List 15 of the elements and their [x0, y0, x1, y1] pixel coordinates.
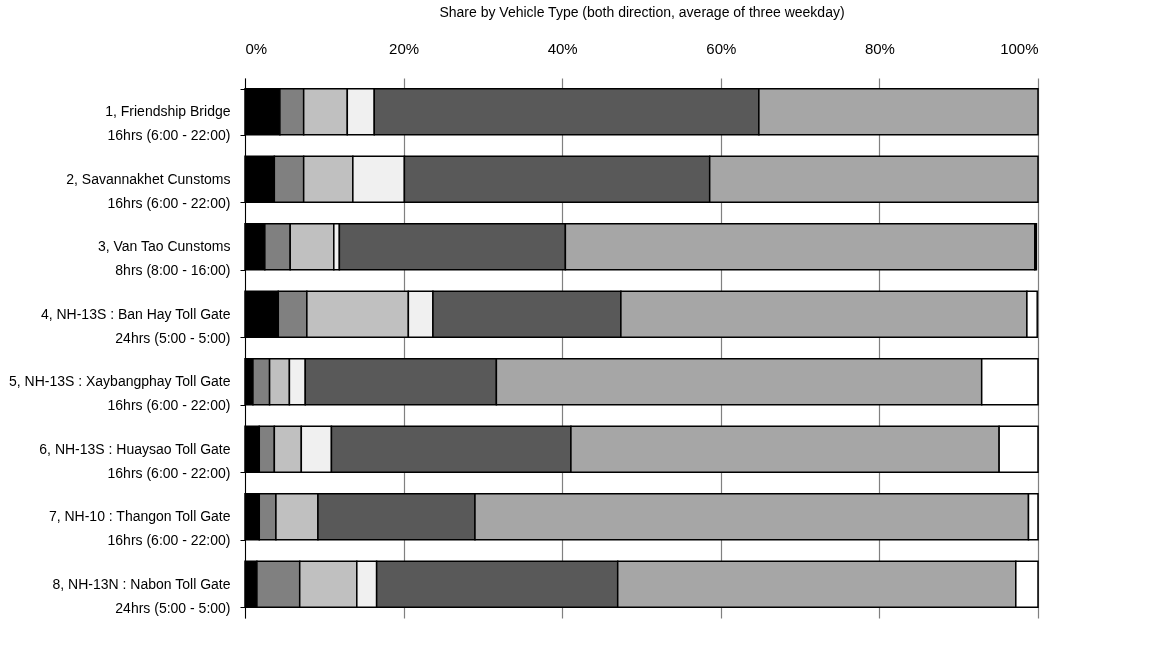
x-tick-label: 100% — [1000, 39, 1039, 57]
y-tick-label: 2, Savannakhet Cunstoms 16hrs (6:00 - 22:00) — [66, 170, 231, 211]
x-tick-label: 60% — [706, 39, 737, 57]
x-axis-title: Share by Vehicle Type (both direction, average of three weekday) — [439, 3, 845, 20]
y-tick-label: 3, Van Tao Cunstoms 8hrs (8:00 - 16:00) — [97, 238, 231, 279]
y-tick-label: 1, Friendship Bridge 16hrs (6:00 - 22:00) — [105, 103, 231, 144]
y-tick-label: 4, NH-13S : Ban Hay Toll Gate 24hrs (5:00 - 5:00) — [40, 305, 231, 346]
y-tick-label: 7, NH-10 : Thangon Toll Gate 16hrs (6:00 - 22:00) — [48, 508, 231, 549]
x-tick-label: 80% — [864, 39, 895, 57]
x-tick-label: 20% — [389, 39, 420, 57]
x-tick-label: 0% — [245, 39, 268, 57]
y-tick-label: 8, NH-13N : Nabon Toll Gate 24hrs (5:00 - 5:00) — [52, 575, 231, 616]
y-tick-label: 5, NH-13S : Xaybangphay Toll Gate 16hrs (6:00 - 22:00) — [8, 373, 231, 414]
x-tick-label: 40% — [547, 39, 578, 57]
y-tick-label: 6, NH-13S : Huaysao Toll Gate 16hrs (6:00 - 22:00) — [39, 440, 231, 481]
